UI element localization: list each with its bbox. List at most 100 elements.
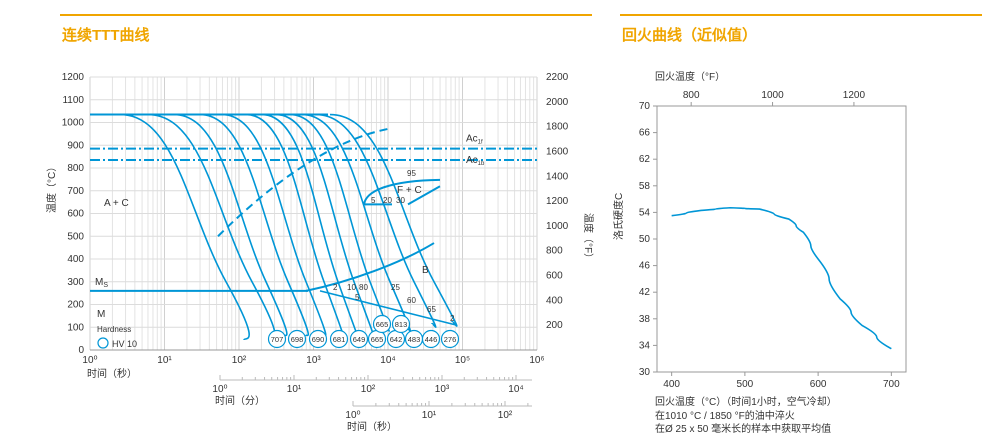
ttt-y-left-tick: 1000 [62, 118, 85, 129]
ttt-y-left-tick: 400 [67, 254, 84, 265]
ttt-hardness-legend-marker [97, 337, 109, 349]
ttt-y-right-tick: 200 [546, 320, 563, 331]
ttt-percent-label: 60 [407, 296, 416, 305]
ttt-hardness-circle [349, 329, 369, 349]
ttt-percent-label: 20 [383, 196, 392, 205]
ttt-y-right-tick: 600 [546, 271, 563, 282]
ttt-hardness-value: 665 [371, 335, 384, 344]
tempering-y-label: 洛氏硬度C [612, 193, 625, 240]
ttt-hardness-value: 276 [444, 335, 457, 344]
left-header-rule [60, 14, 592, 16]
ttt-hardness-circle [287, 329, 307, 349]
ttt-y-right-tick: 2000 [546, 97, 569, 108]
ttt-hardness-value: 483 [408, 335, 421, 344]
ttt-y-left-tick: 1200 [62, 72, 85, 83]
ttt-hardness-circle [267, 329, 287, 349]
ttt-x-sec-label: 时间（秒） [87, 367, 137, 380]
ttt-hardness-value: 642 [390, 335, 403, 344]
ttt-region-label: M [97, 309, 105, 320]
ttt-percent-label: 65 [427, 305, 436, 314]
ttt-cooling-curve [199, 113, 310, 337]
tempering-note: 在1010 °C / 1850 °F的油中淬火 [655, 409, 795, 422]
tempering-plot-frame [656, 105, 907, 373]
ttt-percent-label: 30 [396, 196, 405, 205]
tempering-y-tick: 62 [639, 154, 651, 165]
ttt-hardness-value: 665 [376, 320, 389, 329]
ttt-hardness-legend-text: HV 10 [112, 339, 137, 349]
ttt-x-min-tick: 10² [361, 384, 376, 395]
ttt-cooling-curve [315, 113, 437, 328]
ttt-x-min-label: 时间（分） [215, 394, 265, 407]
ttt-hardness-value: 707 [271, 335, 284, 344]
tempering-x-tick: 400 [663, 379, 680, 390]
ttt-percent-label: 95 [407, 169, 416, 178]
ttt-carbide-boundary [217, 127, 393, 237]
ttt-hardness-value: 813 [395, 320, 408, 329]
ttt-y-left-tick: 800 [67, 163, 84, 174]
ttt-hardness-value: 649 [353, 335, 366, 344]
ttt-y-left-tick: 1100 [62, 95, 84, 106]
ttt-percent-label: 80 [359, 283, 368, 292]
ttt-region-label: F + C [397, 185, 422, 196]
ttt-region-label: B [422, 265, 429, 276]
ttt-heading: 连续TTT曲线 [62, 27, 150, 44]
ttt-y-left-tick: 900 [67, 140, 84, 151]
ttt-hardness-label: Hardness [97, 325, 131, 334]
ttt-y-right-tick: 1800 [546, 122, 569, 133]
ttt-x-hr-label: 时间（秒） [347, 420, 397, 433]
ttt-y-right-tick: 1600 [546, 146, 569, 157]
ttt-x-sec-tick: 10¹ [157, 355, 172, 366]
ttt-y-right-tick: 2200 [546, 72, 569, 83]
tempering-y-tick: 66 [639, 128, 651, 139]
tempering-y-tick: 30 [639, 367, 651, 378]
ttt-percent-label: 25 [391, 283, 400, 292]
ttt-hardness-circle [308, 329, 328, 349]
tempering-y-tick: 70 [639, 101, 651, 112]
ttt-percent-label: 5 [355, 293, 360, 302]
ttt-ms-label: MS [95, 277, 108, 289]
tempering-y-tick: 42 [639, 287, 651, 298]
ttt-x-sec-tick: 10⁰ [82, 355, 97, 366]
tempering-y-tick: 46 [639, 261, 651, 272]
ttt-y-right-tick: 1200 [546, 196, 569, 207]
tempering-y-tick: 34 [639, 340, 651, 351]
ttt-x-sec-tick: 10⁴ [380, 355, 395, 366]
ttt-y-left-tick: 700 [67, 186, 84, 197]
ttt-bainite-start [305, 242, 435, 292]
ttt-x-sec-tick: 10³ [306, 355, 321, 366]
ttt-x-sec-tick: 10⁵ [455, 355, 470, 366]
tempering-x2-tick: 1200 [843, 90, 866, 101]
ttt-x-hr-tick: 10² [498, 410, 513, 421]
ttt-ac-label: Ac1f [466, 134, 483, 146]
ttt-hardness-value: 681 [333, 335, 346, 344]
ttt-y-left-tick: 200 [67, 300, 84, 311]
ttt-region-label: A + C [104, 198, 129, 209]
ttt-y-left-tick: 300 [67, 277, 84, 288]
ttt-hardness-circle [421, 329, 441, 349]
ttt-hardness-circle [391, 314, 411, 334]
ttt-x-hr-tick: 10¹ [422, 410, 437, 421]
ttt-percent-label: 2 [333, 283, 338, 292]
ttt-y-right-label: 温度（°F） [582, 213, 595, 263]
right-header-rule [620, 14, 982, 16]
ttt-x-sec-tick: 10⁶ [529, 355, 544, 366]
tempering-y-tick: 50 [639, 234, 651, 245]
ttt-y-left-tick: 0 [78, 345, 84, 356]
ttt-x-sec-tick: 10² [232, 355, 247, 366]
tempering-note: 在Ø 25 x 50 毫米长的样本中获取平均值 [655, 422, 831, 435]
ttt-hardness-value: 698 [291, 335, 304, 344]
ttt-y-left-tick: 500 [67, 231, 84, 242]
ttt-y-left-label: 温度（°C） [45, 162, 58, 213]
ttt-y-right-tick: 800 [546, 246, 563, 257]
ttt-fc-start [363, 178, 441, 205]
ttt-y-right-tick: 1400 [546, 171, 569, 182]
ttt-x-min-tick: 10⁰ [212, 384, 227, 395]
ttt-hardness-value: 446 [425, 335, 438, 344]
tempering-x2-tick: 800 [683, 90, 700, 101]
tempering-x2-label: 回火温度（°F） [655, 70, 725, 83]
ttt-cooling-curve [289, 113, 390, 332]
tempering-x-label: 回火温度（°C）（时间1小时，空气冷却） [655, 395, 837, 408]
tempering-x-tick: 500 [737, 379, 754, 390]
ttt-percent-label: 5 [371, 196, 376, 205]
